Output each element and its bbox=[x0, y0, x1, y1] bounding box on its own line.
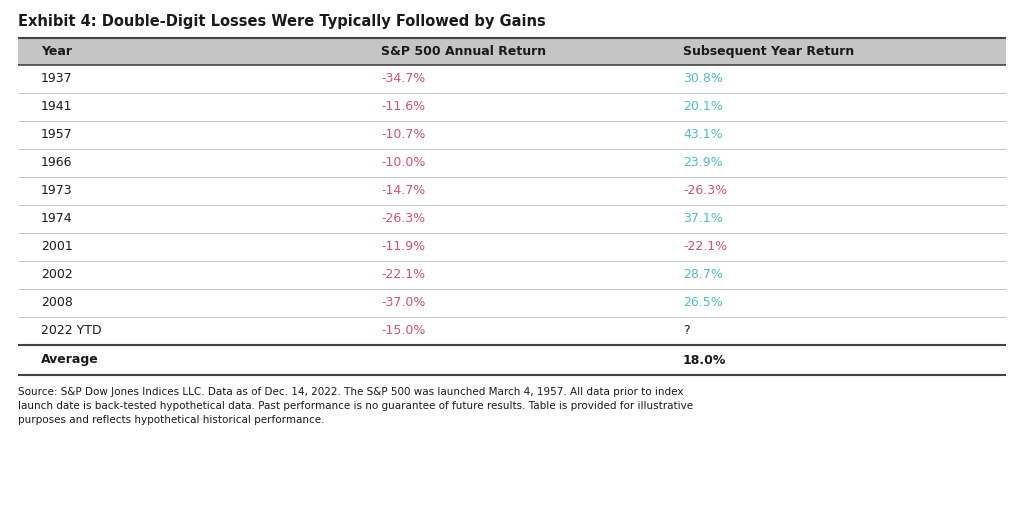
Text: 23.9%: 23.9% bbox=[683, 157, 723, 169]
Text: -10.7%: -10.7% bbox=[381, 128, 425, 141]
Text: Exhibit 4: Double-Digit Losses Were Typically Followed by Gains: Exhibit 4: Double-Digit Losses Were Typi… bbox=[18, 14, 546, 29]
Text: 1941: 1941 bbox=[41, 100, 73, 114]
Text: -11.9%: -11.9% bbox=[381, 240, 425, 254]
Bar bbox=[18, 38, 1006, 65]
Text: ?: ? bbox=[683, 324, 689, 338]
Text: 2008: 2008 bbox=[41, 297, 73, 309]
Text: 26.5%: 26.5% bbox=[683, 297, 723, 309]
Text: 20.1%: 20.1% bbox=[683, 100, 723, 114]
Text: Subsequent Year Return: Subsequent Year Return bbox=[683, 45, 854, 58]
Text: -14.7%: -14.7% bbox=[381, 185, 425, 198]
Text: 28.7%: 28.7% bbox=[683, 269, 723, 281]
Text: Average: Average bbox=[41, 353, 98, 367]
Text: 30.8%: 30.8% bbox=[683, 73, 723, 86]
Text: 1966: 1966 bbox=[41, 157, 73, 169]
Text: -26.3%: -26.3% bbox=[381, 212, 425, 226]
Text: 1937: 1937 bbox=[41, 73, 73, 86]
Text: -22.1%: -22.1% bbox=[381, 269, 425, 281]
Text: 2022 YTD: 2022 YTD bbox=[41, 324, 101, 338]
Text: 37.1%: 37.1% bbox=[683, 212, 723, 226]
Text: -26.3%: -26.3% bbox=[683, 185, 727, 198]
Text: S&P 500 Annual Return: S&P 500 Annual Return bbox=[381, 45, 546, 58]
Text: 2002: 2002 bbox=[41, 269, 73, 281]
Text: -34.7%: -34.7% bbox=[381, 73, 425, 86]
Text: 18.0%: 18.0% bbox=[683, 353, 726, 367]
Text: -37.0%: -37.0% bbox=[381, 297, 425, 309]
Text: 1974: 1974 bbox=[41, 212, 73, 226]
Text: Year: Year bbox=[41, 45, 72, 58]
Text: -22.1%: -22.1% bbox=[683, 240, 727, 254]
Text: Source: S&P Dow Jones Indices LLC. Data as of Dec. 14, 2022. The S&P 500 was lau: Source: S&P Dow Jones Indices LLC. Data … bbox=[18, 387, 693, 425]
Text: -11.6%: -11.6% bbox=[381, 100, 425, 114]
Text: 1973: 1973 bbox=[41, 185, 73, 198]
Text: 43.1%: 43.1% bbox=[683, 128, 723, 141]
Text: -10.0%: -10.0% bbox=[381, 157, 425, 169]
Text: 1957: 1957 bbox=[41, 128, 73, 141]
Text: -15.0%: -15.0% bbox=[381, 324, 425, 338]
Text: 2001: 2001 bbox=[41, 240, 73, 254]
